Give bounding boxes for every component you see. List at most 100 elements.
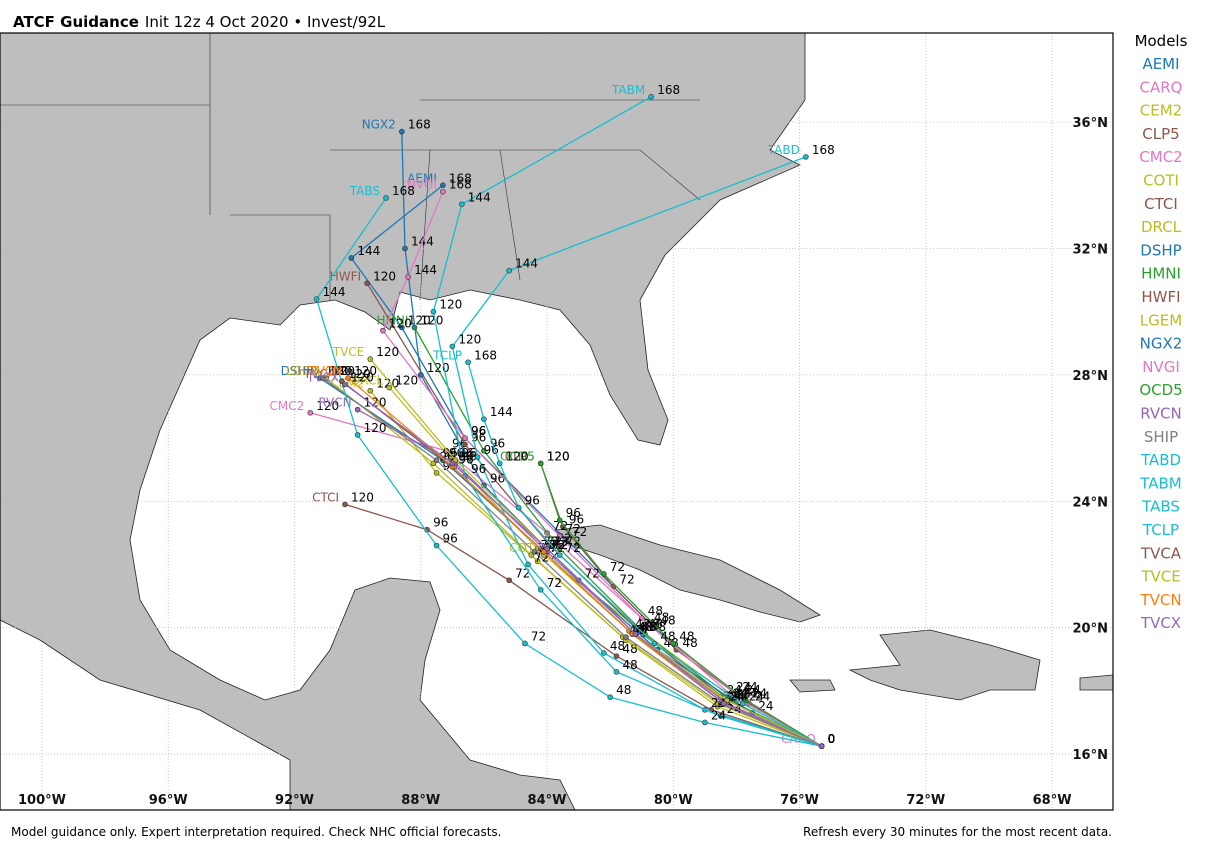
forecast-hour-label: 0 [828, 732, 836, 746]
x-tick-label: 72°W [906, 793, 945, 808]
forecast-hour-label: 96 [433, 516, 448, 530]
legend-entry: CTCI [1144, 195, 1178, 213]
forecast-hour-label: 0 [828, 732, 836, 746]
track-point [613, 669, 620, 675]
forecast-hour-label: 168 [408, 118, 431, 132]
forecast-hour-label: 120 [326, 364, 349, 378]
track-point [481, 416, 487, 422]
map-frame [0, 32, 1114, 811]
legend-entry: SHIP [1144, 428, 1178, 446]
forecast-hour-label: 48 [645, 617, 660, 631]
forecast-hour-label: 120 [373, 269, 396, 283]
track-point [717, 713, 724, 719]
track-point [556, 552, 563, 558]
forecast-hour-label: 48 [660, 614, 675, 628]
track-point [386, 384, 393, 391]
forecast-hour-label: 120 [458, 332, 481, 346]
track-name-label: DRCL [351, 374, 383, 388]
forecast-hour-label: 120 [427, 361, 450, 375]
x-tick-label: 80°W [654, 793, 693, 808]
forecast-hour-label: 0 [828, 732, 836, 746]
forecast-hour-label: 120 [351, 370, 374, 384]
track-point [462, 435, 468, 441]
forecast-hour-label: 72 [531, 629, 546, 643]
forecast-hour-label: 24 [749, 690, 764, 704]
legend-entry: AEMI [1142, 55, 1179, 73]
forecast-hour-label: 48 [616, 683, 631, 697]
legend-entry: RVCN [1140, 405, 1182, 423]
land-cuba [554, 524, 821, 623]
legend-entry: TABM [1139, 474, 1182, 492]
forecast-hour-label: 72 [553, 519, 568, 533]
land-hispaniola [848, 629, 1041, 701]
forecast-hour-label: 24 [730, 690, 745, 704]
forecast-hour-label: 72 [610, 560, 625, 574]
forecast-hour-label: 72 [553, 535, 568, 549]
x-tick-label: 84°W [528, 793, 567, 808]
track-point [601, 650, 607, 656]
track-point [803, 154, 809, 160]
track-point [613, 653, 620, 659]
forecast-hour-label: 0 [828, 732, 836, 746]
track-point [367, 356, 374, 362]
legend-entry: CARQ [1140, 78, 1183, 96]
track-point [648, 94, 654, 100]
forecast-hour-label: 96 [484, 443, 499, 457]
forecast-hour-label: 72 [550, 538, 565, 552]
forecast-hour-label: 0 [828, 732, 836, 746]
forecast-hour-label: 0 [828, 732, 836, 746]
track-name-label: TVCN [308, 364, 342, 378]
y-tick-label: 20°N [1073, 622, 1108, 637]
forecast-hour-label: 120 [389, 317, 412, 331]
forecast-hour-label: 120 [395, 374, 418, 388]
track-point [417, 372, 424, 378]
forecast-hour-label: 0 [828, 732, 836, 746]
legend-entry: CLP5 [1142, 125, 1179, 143]
forecast-hour-label: 0 [828, 732, 836, 746]
track-point [670, 640, 677, 647]
forecast-hour-label: 96 [458, 453, 473, 467]
legend-entry: NVGI [1142, 358, 1180, 376]
track-point [601, 571, 607, 577]
legend-entry: TVCE [1140, 568, 1180, 586]
track-point [345, 375, 351, 381]
legend-entry: HMNI [1141, 265, 1181, 283]
legend-entry: TVCX [1140, 614, 1181, 632]
track-line [432, 96, 822, 747]
track-point [515, 504, 522, 511]
forecast-hour-label: 96 [471, 424, 486, 438]
forecast-hour-label: 96 [569, 513, 584, 527]
forecast-hour-label: 0 [828, 732, 836, 746]
forecast-hour-label: 120 [348, 367, 371, 381]
land-north-america [0, 33, 806, 810]
track-point [348, 255, 355, 261]
legend-entry: NGX2 [1140, 335, 1183, 353]
forecast-hour-label: 168 [474, 348, 497, 362]
track-point [433, 457, 440, 464]
legend-entry: TABS [1141, 498, 1180, 516]
x-tick-label: 92°W [275, 793, 314, 808]
forecast-hour-label: 96 [461, 449, 476, 463]
forecast-hour-label: 72 [547, 576, 562, 590]
forecast-hour-label: 120 [547, 449, 570, 463]
grid [0, 33, 1113, 810]
forecast-hour-label: 96 [566, 506, 581, 520]
forecast-hour-label: 144 [323, 285, 346, 299]
tracks: 024487296120144168AEMI0CARQ024487296120C… [270, 83, 836, 749]
track-point [440, 188, 446, 195]
track-point [739, 700, 746, 707]
state-borders [0, 33, 701, 301]
track-name-label: TCLP [432, 348, 462, 362]
x-tick-label: 88°W [401, 793, 440, 808]
track-point [537, 586, 544, 593]
forecast-hour-label: 24 [711, 696, 726, 710]
legend-entry: TCLP [1142, 521, 1179, 539]
x-tick-label: 76°W [780, 793, 819, 808]
forecast-hour-label: 120 [316, 399, 339, 413]
forecast-hour-label: 72 [572, 525, 587, 539]
track-point [651, 640, 658, 647]
track-point [380, 327, 386, 334]
